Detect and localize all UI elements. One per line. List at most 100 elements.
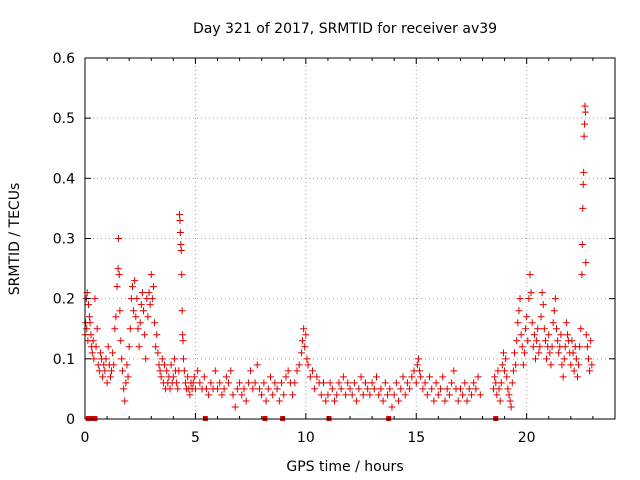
- data-point: [85, 301, 93, 309]
- data-point: [157, 373, 165, 381]
- data-point: [375, 391, 383, 399]
- data-point: [104, 343, 112, 351]
- data-point: [302, 331, 310, 339]
- data-point: [366, 391, 374, 399]
- data-point: [179, 355, 187, 363]
- chart-title: Day 321 of 2017, SRMTID for receiver av3…: [193, 21, 497, 37]
- data-point: [561, 343, 569, 351]
- data-point: [300, 325, 308, 333]
- data-point: [443, 385, 451, 393]
- data-point: [568, 337, 576, 345]
- data-point: [523, 313, 531, 321]
- data-point: [284, 367, 292, 375]
- data-point: [417, 373, 425, 381]
- data-point: [562, 319, 570, 327]
- data-point: [403, 379, 411, 387]
- data-point: [581, 108, 589, 116]
- data-point: [251, 379, 259, 387]
- data-point: [86, 319, 94, 327]
- data-point: [249, 385, 257, 393]
- data-point: [448, 379, 456, 387]
- data-point: [167, 361, 175, 369]
- data-point: [494, 367, 502, 375]
- data-point: [524, 337, 532, 345]
- data-point: [214, 385, 221, 393]
- data-point: [580, 168, 588, 176]
- data-point: [113, 283, 121, 291]
- data-point: [92, 343, 100, 351]
- data-point: [551, 295, 559, 303]
- data-point: [476, 391, 484, 399]
- data-point: [313, 373, 321, 381]
- data-point: [505, 391, 513, 399]
- x-axis-label: GPS time / hours: [286, 459, 403, 475]
- data-point: [497, 379, 505, 387]
- data-point: [134, 325, 142, 333]
- data-point: [320, 379, 327, 387]
- data-point: [227, 367, 235, 375]
- x-tick-label: 20: [518, 430, 536, 446]
- data-point: [350, 379, 358, 387]
- data-point: [91, 295, 99, 303]
- data-point: [177, 241, 185, 249]
- data-point: [474, 373, 482, 381]
- data-point: [579, 180, 587, 188]
- data-point: [123, 361, 131, 369]
- data-point: [528, 319, 536, 327]
- data-point: [271, 379, 279, 387]
- data-point: [189, 379, 197, 387]
- data-point: [540, 325, 548, 333]
- data-point: [506, 397, 514, 405]
- data-point: [557, 331, 565, 339]
- data-point: [267, 373, 274, 381]
- data-point: [238, 391, 246, 399]
- data-point: [293, 367, 301, 375]
- data-point: [581, 102, 589, 110]
- data-point: [244, 379, 252, 387]
- data-point: [133, 295, 141, 303]
- data-point: [465, 385, 473, 393]
- data-point: [582, 259, 590, 267]
- data-point: [370, 385, 378, 393]
- data-point: [222, 373, 230, 381]
- data-point: [178, 271, 186, 279]
- data-point: [218, 391, 226, 399]
- data-point: [304, 361, 312, 369]
- data-point: [525, 295, 533, 303]
- data-point: [299, 337, 307, 345]
- data-point: [342, 391, 350, 399]
- data-point: [559, 373, 567, 381]
- data-point: [260, 379, 268, 387]
- data-point: [278, 379, 286, 387]
- data-point: [297, 349, 305, 357]
- data-point: [533, 337, 541, 345]
- data-point: [135, 343, 143, 351]
- data-point: [145, 289, 153, 297]
- data-point: [441, 397, 449, 405]
- data-point: [567, 361, 575, 369]
- data-point: [529, 343, 537, 351]
- data-point: [154, 349, 162, 357]
- data-point: [291, 379, 299, 387]
- data-point: [225, 379, 233, 387]
- data-point: [509, 367, 517, 375]
- data-point: [397, 385, 405, 393]
- data-point: [530, 331, 538, 339]
- data-point: [308, 367, 316, 375]
- data-point: [128, 283, 136, 291]
- data-point: [450, 367, 458, 375]
- data-point: [200, 373, 208, 381]
- data-point: [93, 325, 101, 333]
- data-point: [426, 373, 433, 381]
- data-point: [89, 337, 97, 345]
- data-point: [335, 379, 343, 387]
- data-point: [423, 391, 431, 399]
- data-point: [117, 337, 125, 345]
- data-point: [501, 367, 509, 375]
- data-point: [414, 355, 422, 363]
- data-point: [515, 307, 523, 315]
- data-point: [527, 289, 535, 297]
- data-point: [459, 391, 467, 399]
- data-point: [103, 379, 111, 387]
- data-point: [163, 367, 171, 375]
